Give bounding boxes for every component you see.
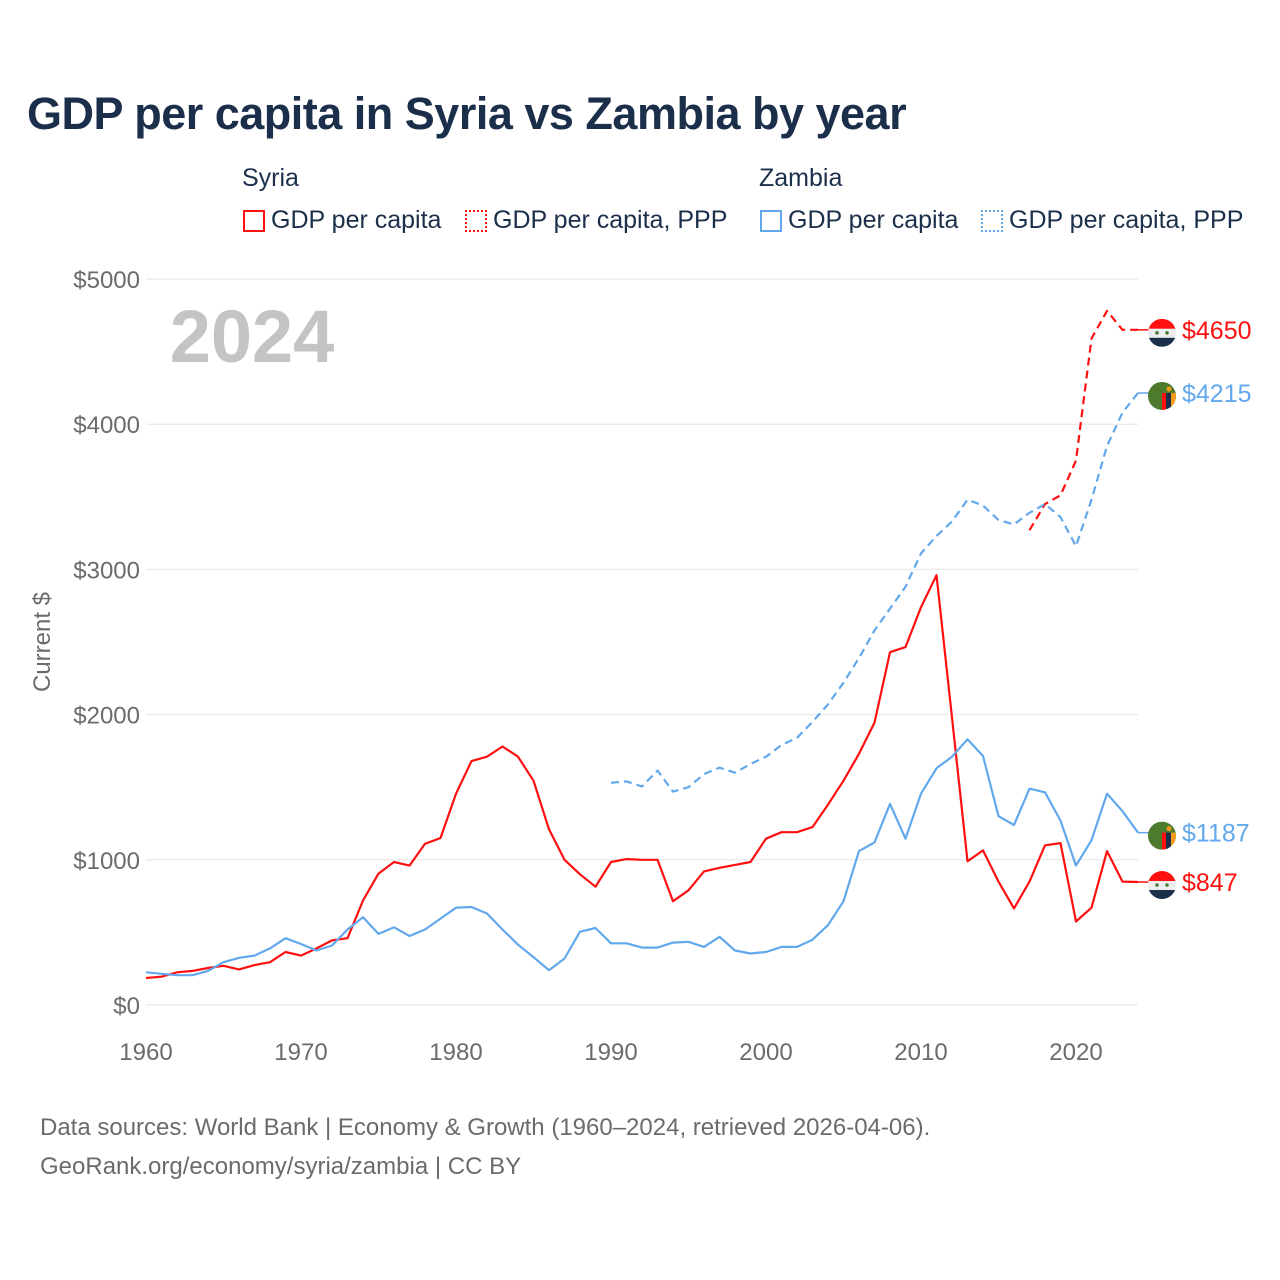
legend-label: GDP per capita, PPP — [1009, 206, 1244, 234]
zambia-gdp-per-capita-line — [145, 738, 1139, 977]
end-value-label: $847 — [1182, 869, 1238, 897]
legend-syria-gdp[interactable]: GDP per capita — [243, 206, 441, 235]
end-value-label: $4650 — [1182, 317, 1252, 345]
legend-zambia-ppp[interactable]: GDP per capita, PPP — [981, 206, 1243, 235]
y-tick-label: $4000 — [73, 412, 140, 439]
x-tick-label: 1960 — [119, 1039, 172, 1066]
syria-gdp-per-capita-line — [145, 574, 1139, 980]
end-value-label: $4215 — [1182, 380, 1252, 408]
legend-swatch-dotted-blue — [981, 209, 1003, 232]
syria-flag-icon — [1148, 871, 1176, 900]
y-tick-label: $0 — [113, 993, 140, 1020]
legend-swatch-solid-blue — [760, 209, 782, 232]
x-tick-label: 1970 — [274, 1039, 327, 1066]
legend-label: GDP per capita, PPP — [493, 206, 728, 234]
y-tick-label: $5000 — [73, 267, 140, 294]
x-tick-label: 2020 — [1049, 1039, 1102, 1066]
legend-label: GDP per capita — [788, 206, 959, 234]
y-tick-label: $2000 — [73, 703, 140, 730]
syria-flag-icon — [1148, 318, 1176, 347]
y-tick-label: $1000 — [73, 848, 140, 875]
legend-group-zambia: Zambia — [759, 164, 843, 192]
end-value-label: $1187 — [1182, 820, 1250, 848]
x-tick-label: 2000 — [739, 1039, 792, 1066]
y-axis-label: Current $ — [29, 592, 56, 692]
legend-syria-ppp[interactable]: GDP per capita, PPP — [465, 206, 727, 235]
legend-swatch-solid-red — [243, 209, 265, 232]
zambia-flag-icon — [1148, 381, 1176, 410]
chart-title: GDP per capita in Syria vs Zambia by yea… — [27, 88, 907, 139]
source-line-2[interactable]: GeoRank.org/economy/syria/zambia | CC BY — [40, 1153, 522, 1180]
syria-gdp-per-capita-ppp-line — [1028, 309, 1138, 531]
legend-swatch-dotted-red — [465, 209, 487, 232]
zambia-gdp-per-capita-ppp-line — [610, 392, 1139, 793]
x-tick-label: 1990 — [584, 1039, 637, 1066]
x-tick-label: 2010 — [894, 1039, 947, 1066]
zambia-flag-icon — [1148, 821, 1176, 850]
legend-group-syria: Syria — [242, 164, 299, 192]
x-tick-label: 1980 — [429, 1039, 482, 1066]
legend-label: GDP per capita — [271, 206, 442, 234]
y-tick-label: $3000 — [73, 557, 140, 584]
legend-zambia-gdp[interactable]: GDP per capita — [760, 206, 958, 235]
year-overlay: 2024 — [170, 295, 335, 378]
source-line-1: Data sources: World Bank | Economy & Gro… — [40, 1114, 931, 1141]
